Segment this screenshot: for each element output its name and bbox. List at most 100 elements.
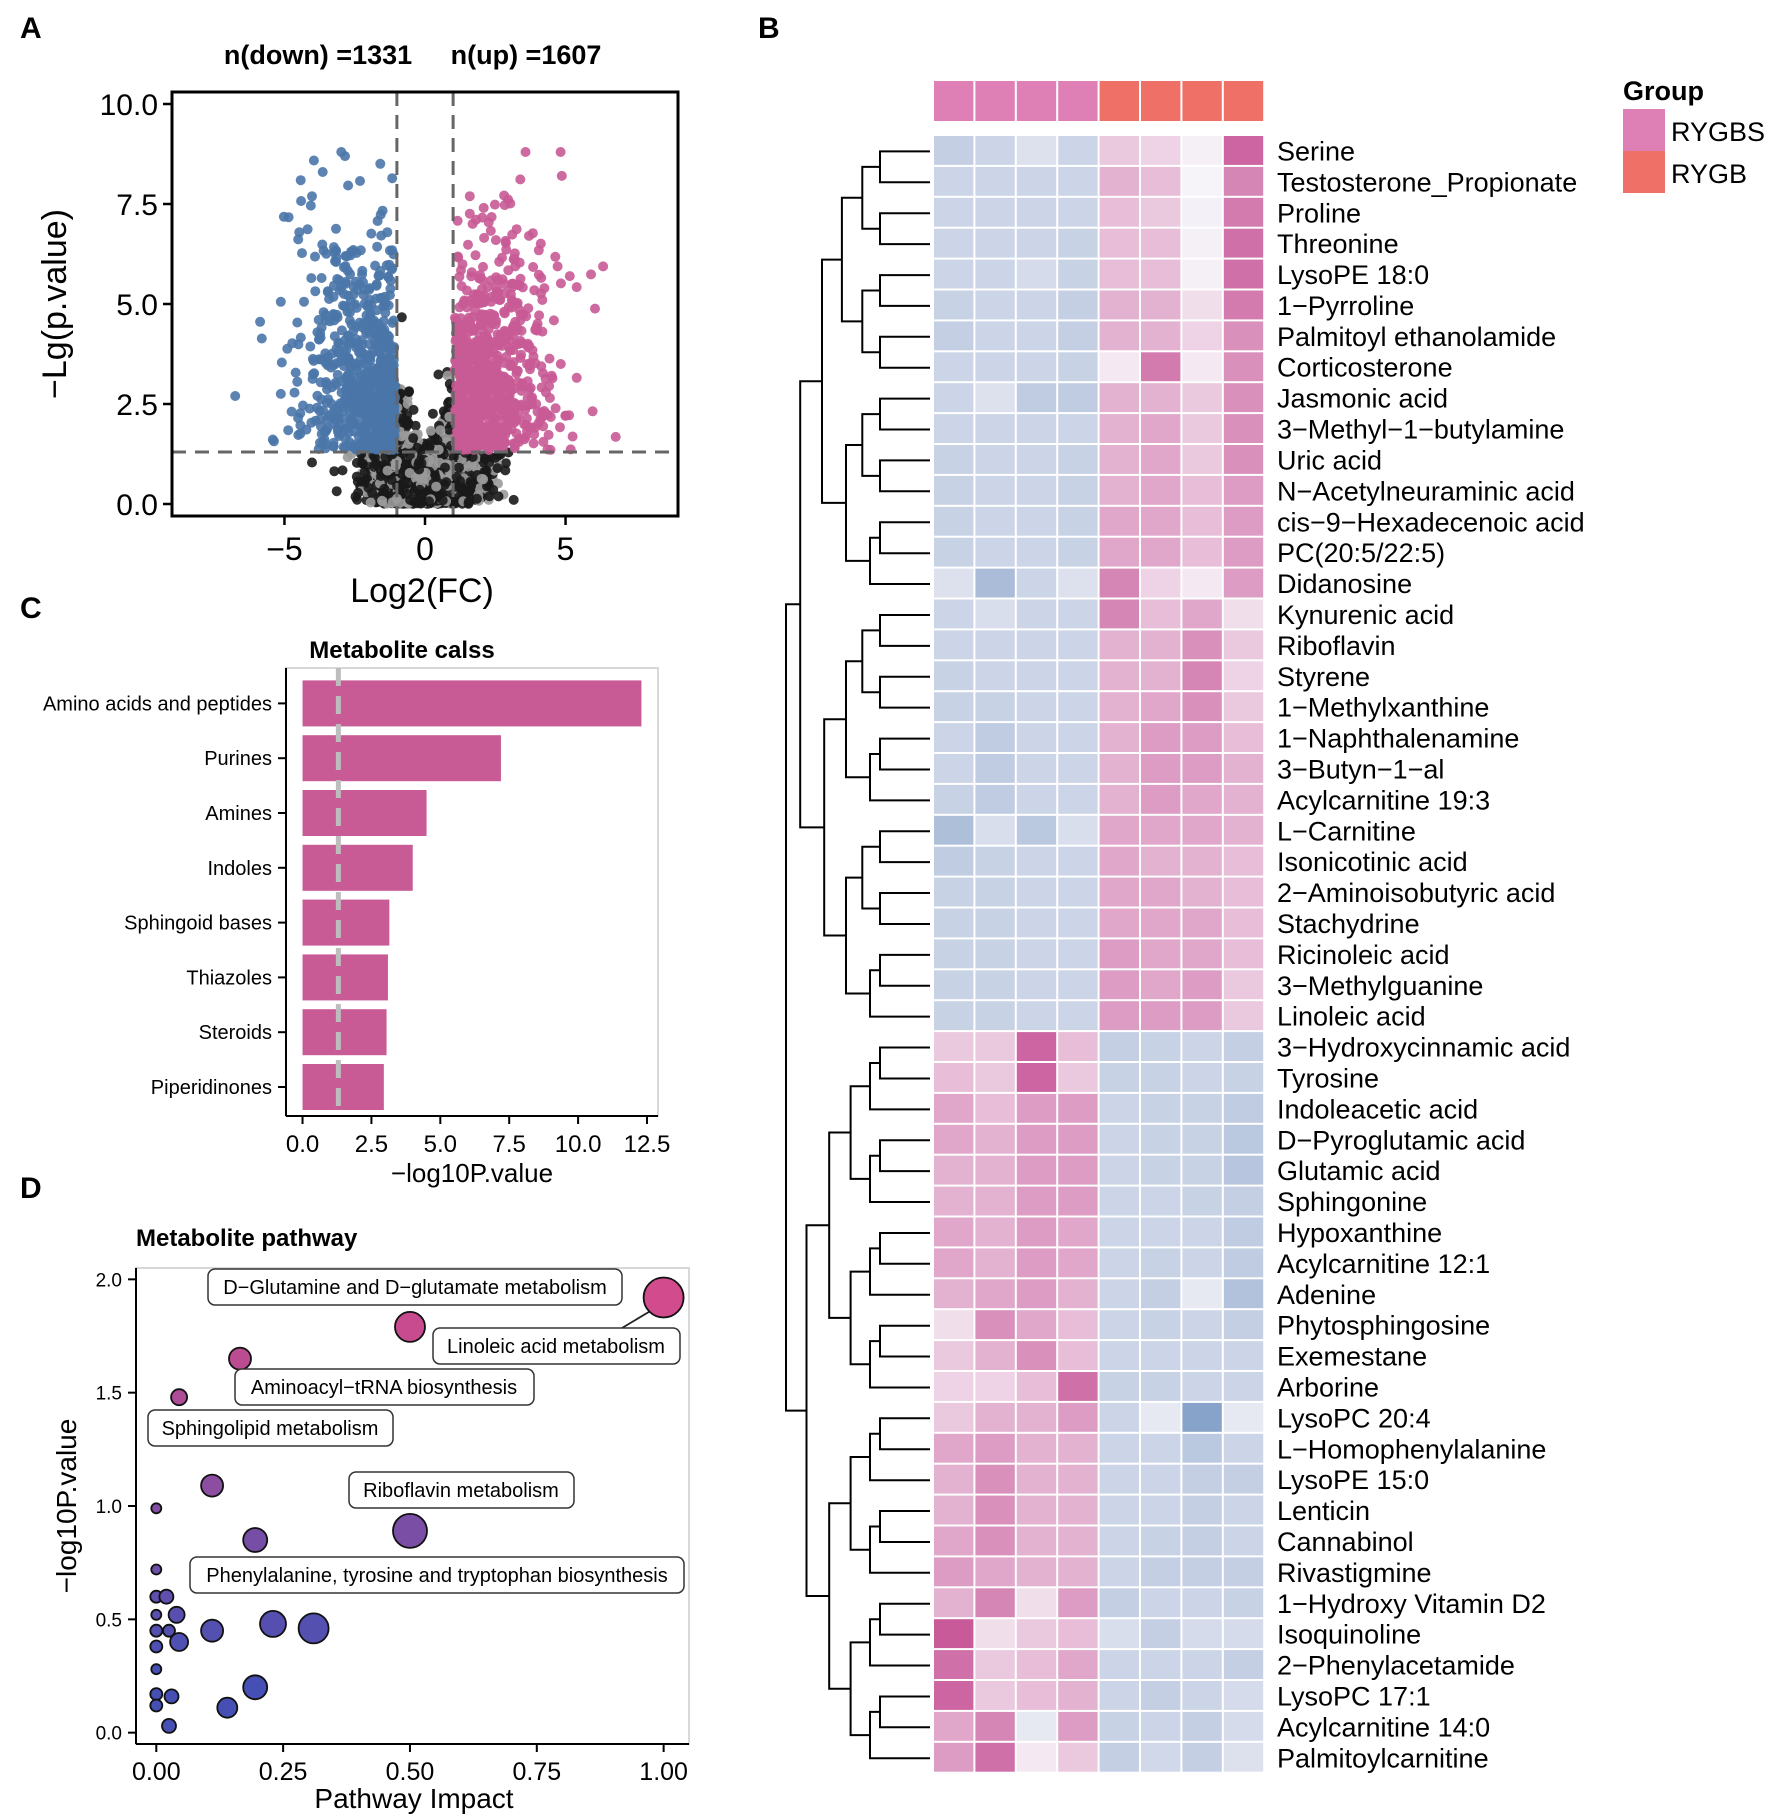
heatmap-cell (1223, 1742, 1264, 1772)
volcano-point-down (292, 317, 303, 328)
bubble-y-tick-label: 1.0 (96, 1497, 122, 1518)
heatmap-row-label: Jasmonic acid (1277, 384, 1448, 414)
volcano-point-ns (423, 441, 434, 452)
heatmap-cell (1016, 1001, 1057, 1031)
volcano-point-up (454, 378, 465, 389)
volcano-point-up (499, 279, 510, 289)
legend-label-rygb: RYGB (1671, 159, 1747, 189)
volcano-point-up (516, 325, 527, 336)
bar-x-tick-label: 12.5 (624, 1131, 671, 1158)
volcano-point-down (305, 200, 316, 211)
volcano-point-ns (440, 462, 450, 473)
heatmap-cell (934, 259, 974, 289)
volcano-point-down (276, 357, 287, 368)
heatmap-row-label: Acylcarnitine 19:3 (1277, 785, 1490, 815)
volcano-point-up (520, 432, 531, 443)
heatmap-cell (1141, 1495, 1181, 1525)
heatmap-cell (1141, 1279, 1181, 1309)
heatmap-cell (1182, 877, 1222, 907)
volcano-point-up (586, 269, 596, 280)
heatmap-row-label: Serine (1277, 136, 1355, 166)
volcano-point-down (294, 227, 305, 238)
heatmap-cell (1223, 383, 1264, 413)
bar-2 (302, 790, 427, 836)
dendrogram-branch (849, 1641, 870, 1737)
volcano-axes: −5 0 5 0.0 2.5 5.0 7.5 10.0 (100, 89, 575, 567)
volcano-point-down (379, 300, 390, 311)
dendrogram-branch (861, 165, 880, 230)
volcano-point-up (464, 191, 475, 202)
dendrogram-branch (879, 675, 930, 709)
volcano-point-up (521, 311, 532, 322)
volcano-point-down (373, 427, 384, 438)
volcano-point-up (463, 412, 474, 423)
heatmap-cell (1016, 136, 1057, 165)
volcano-point-up (490, 235, 501, 246)
heatmap-cell (1099, 506, 1139, 536)
heatmap-row-label: N−Acetylneuraminic acid (1277, 476, 1575, 506)
bubble-24 (242, 1674, 269, 1701)
heatmap-cell (975, 1433, 1015, 1463)
bubble-5 (150, 1502, 163, 1515)
heatmap-cell (1141, 1526, 1181, 1556)
volcano-point-up (564, 271, 575, 282)
bubble-22 (163, 1688, 180, 1705)
volcano-point-up (467, 374, 478, 385)
volcano-point-up (453, 367, 464, 378)
heatmap-row-label: Uric acid (1277, 445, 1382, 475)
volcano-point-down (338, 406, 349, 417)
panel-letter-b: B (758, 12, 780, 45)
heatmap-cell (934, 414, 974, 443)
heatmap-cell (1058, 908, 1098, 938)
volcano-point-down (387, 245, 398, 256)
heatmap-cell (975, 1186, 1015, 1216)
volcano-point-down (348, 404, 359, 415)
heatmap-cell (1099, 1588, 1139, 1618)
heatmap-cell (1141, 136, 1181, 165)
heatmap-cell (1223, 228, 1264, 258)
heatmap-cell (1141, 1093, 1181, 1123)
heatmap-cell (1182, 1186, 1222, 1216)
heatmap-cell (1099, 1310, 1139, 1340)
dendrogram-branch (879, 459, 930, 493)
heatmap-cell (975, 1402, 1015, 1432)
dendrogram-root (785, 603, 807, 1412)
heatmap-row-label: 1−Pyrroline (1277, 291, 1414, 321)
volcano-point-down (314, 414, 325, 425)
volcano-point-down (340, 442, 351, 453)
volcano-point-down (365, 422, 376, 433)
volcano-point-ns (404, 468, 415, 478)
heatmap-cell (1141, 383, 1181, 413)
volcano-point-down (302, 224, 313, 235)
heatmap-cell (1058, 568, 1098, 598)
volcano-point-up (571, 372, 582, 383)
volcano-point-ns (396, 312, 407, 323)
heatmap-row-label: Acylcarnitine 12:1 (1277, 1249, 1490, 1279)
bar-x-tick-label: 5.0 (424, 1131, 457, 1158)
heatmap-cell (1141, 1248, 1181, 1278)
heatmap-cell (1223, 475, 1264, 505)
heatmap-cell (975, 908, 1015, 938)
heatmap-cell (1182, 1093, 1222, 1123)
bubble-13 (149, 1623, 164, 1638)
heatmap-cell (1223, 506, 1264, 536)
volcano-point-ns (402, 410, 413, 421)
volcano-point-up (525, 364, 535, 375)
volcano-point-down (337, 376, 347, 387)
bubble-7 (242, 1527, 269, 1553)
heatmap: SerineTestosterone_PropionateProlineThre… (785, 76, 1765, 1773)
legend-swatch-rygb (1623, 151, 1665, 193)
panel-letter-c: C (20, 592, 42, 625)
heatmap-cell (1223, 599, 1264, 629)
metabolite-pathway-bubble-chart: Metabolite pathway 0.00 0.25 0.50 0.75 1.000… (51, 1225, 690, 1814)
bubble-1 (394, 1311, 426, 1343)
volcano-point-down (348, 371, 359, 382)
heatmap-cell (1016, 1063, 1057, 1092)
heatmap-row-label: Riboflavin (1277, 631, 1396, 661)
heatmap-cell (1058, 1063, 1098, 1092)
volcano-point-down (321, 248, 332, 259)
heatmap-cell (934, 1402, 974, 1432)
heatmap-row-label: L−Carnitine (1277, 816, 1416, 846)
heatmap-cell (1016, 692, 1057, 722)
heatmap-cell (934, 815, 974, 845)
